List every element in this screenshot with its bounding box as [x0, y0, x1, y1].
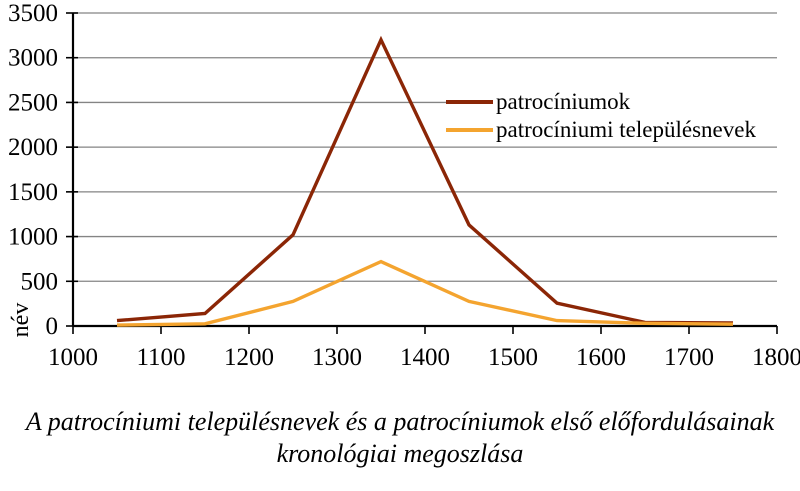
legend-label-telepulesnevek: patrocíniumi településnevek — [496, 117, 756, 142]
caption-line-2: kronológiai megoszlása — [276, 439, 524, 468]
y-tick-label-0: 0 — [46, 313, 59, 340]
x-tick-label-1300: 1300 — [312, 344, 362, 371]
series-line-0 — [116, 35, 734, 325]
legend-item-telepulesnevek: patrocíniumi településnevek — [446, 116, 796, 144]
legend-line-swatch-patrociniumok — [446, 100, 493, 104]
figure-caption: A patrocíniumi településnevek és a patro… — [0, 406, 800, 470]
y-tick-label-2000: 2000 — [8, 134, 58, 161]
legend-label-patrociniumok: patrocíniumok — [496, 89, 631, 114]
y-tick-label-3000: 3000 — [8, 45, 58, 72]
series-line-1 — [116, 259, 734, 327]
x-tick-label-1000: 1000 — [48, 344, 98, 371]
x-tick-label-1400: 1400 — [400, 344, 450, 371]
y-tick-label-1500: 1500 — [8, 179, 58, 206]
line-chart: 0 500 1000 1500 2000 2500 3000 3500 1000 1100 1200… — [8, 0, 800, 371]
y-tick-label-500: 500 — [21, 268, 59, 295]
y-axis-title: név — [8, 302, 34, 338]
x-tick-label-1700: 1700 — [664, 344, 714, 371]
legend-line-swatch-telepulesnevek — [446, 128, 493, 132]
y-tick-label-2500: 2500 — [8, 89, 58, 116]
y-tick-label-1000: 1000 — [8, 224, 58, 251]
x-tick-label-1600: 1600 — [576, 344, 626, 371]
x-tick-label-1200: 1200 — [224, 344, 274, 371]
y-tick-label-3500: 3500 — [8, 0, 58, 27]
x-tick-label-1800: 1800 — [752, 344, 800, 371]
legend-item-patrociniumok: patrocíniumok — [446, 88, 796, 116]
x-tick-label-1500: 1500 — [488, 344, 538, 371]
x-tick-label-1100: 1100 — [136, 344, 185, 371]
chart-legend: patrocíniumok patrocíniumi településneve… — [446, 86, 796, 146]
caption-line-1: A patrocíniumi településnevek és a patro… — [25, 407, 775, 436]
